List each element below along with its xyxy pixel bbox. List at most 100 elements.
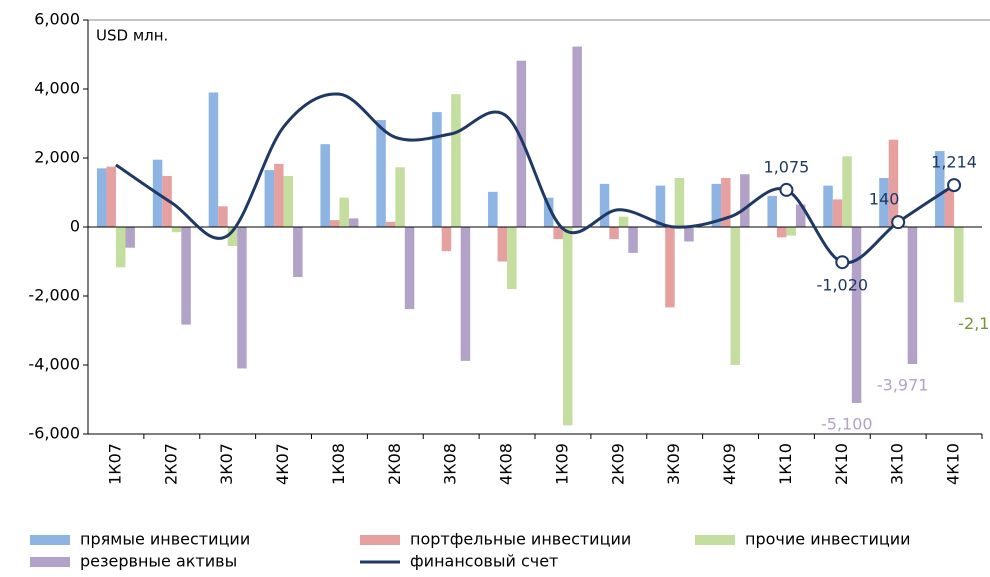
bar [879,178,889,227]
legend-label: резервные активы [80,552,237,571]
bar [497,227,508,262]
x-tick-label: 4К07 [273,443,292,485]
line-label: 1,214 [931,153,977,172]
bar [218,206,228,227]
line-marker [835,255,850,270]
bar [851,227,862,403]
legend-swatch [30,557,70,567]
bar [944,189,955,227]
line-label: 140 [869,190,900,209]
bar [274,163,284,227]
y-tick-label: 2,000 [34,148,80,167]
y-axis-label: USD млн. [96,27,168,45]
bar [181,227,191,325]
y-tick-label: 4,000 [34,79,80,98]
bar [516,60,527,228]
bar [395,167,405,227]
bar [125,227,135,248]
bar [404,227,415,310]
legend-label: прочие инвестиции [745,530,911,549]
bar [460,227,471,361]
bar [348,218,359,227]
x-tick-label: 3К10 [888,443,907,485]
bar [888,139,899,227]
x-tick-label: 2К10 [832,443,851,485]
x-tick-label: 1К08 [329,443,348,485]
bar [488,191,498,227]
bar [171,227,182,233]
x-tick-label: 3К07 [217,443,236,485]
bar [293,227,303,278]
bar [385,221,396,227]
x-tick-label: 3К08 [441,443,460,485]
bar [767,195,777,227]
bar [599,183,610,227]
bar-label: -3,971 [877,375,929,394]
bar [283,175,294,227]
bar [237,227,247,369]
bar [776,227,787,238]
y-tick-label: 0 [70,217,80,236]
bar [432,112,442,227]
legend-swatch [30,535,70,545]
bar [339,197,349,227]
bar [907,227,918,364]
x-tick-label: 4К10 [944,443,963,485]
bar [441,227,452,252]
x-tick-label: 4К08 [497,443,516,485]
bar [329,220,340,227]
x-tick-label: 1К09 [552,443,571,485]
bar [106,166,116,227]
bar [628,227,638,253]
bar [954,227,964,303]
legend-label: финансовый счет [410,552,558,571]
legend-label: портфельные инвестиции [410,530,631,549]
bar [264,170,275,227]
bar [208,92,219,227]
x-tick-label: 3К09 [664,443,683,485]
x-tick-label: 2К09 [608,443,627,485]
bar [684,227,694,242]
bar [786,227,796,236]
bar [451,94,461,227]
bar [96,168,107,227]
line-label: -1,020 [817,276,869,295]
bar [609,227,619,240]
bar [543,197,554,227]
bar [507,227,517,290]
bar [227,227,238,246]
legend-swatch [695,535,735,545]
bar [376,120,386,227]
line [115,92,955,265]
bar [730,227,741,365]
y-tick-label: 6,000 [34,10,80,29]
line-marker [891,215,906,230]
bar [562,227,573,426]
y-tick-label: -4,000 [28,355,80,374]
bar [721,178,731,227]
bar [740,174,750,227]
legend-label: прямые инвестиции [80,530,250,549]
y-tick-label: -2,000 [28,286,80,305]
x-tick-label: 2К07 [161,443,180,485]
bar [553,227,563,240]
x-tick-label: 4К09 [720,443,739,485]
line-label: 1,075 [764,157,810,176]
x-tick-label: 1К10 [776,443,795,485]
bar-label: -5,100 [821,414,873,433]
bar [711,183,722,227]
bar [618,216,629,227]
bar [842,156,852,227]
bar [115,227,126,268]
bar [320,144,330,227]
bar [674,178,685,227]
bar [655,185,666,227]
x-tick-label: 1К07 [105,443,124,485]
x-tick-label: 2К08 [385,443,404,485]
bar [823,185,833,227]
bar [832,199,843,227]
bar-label: -2,183 [958,314,990,333]
line-marker [779,182,794,197]
bar [665,227,675,308]
line-marker [947,178,962,193]
